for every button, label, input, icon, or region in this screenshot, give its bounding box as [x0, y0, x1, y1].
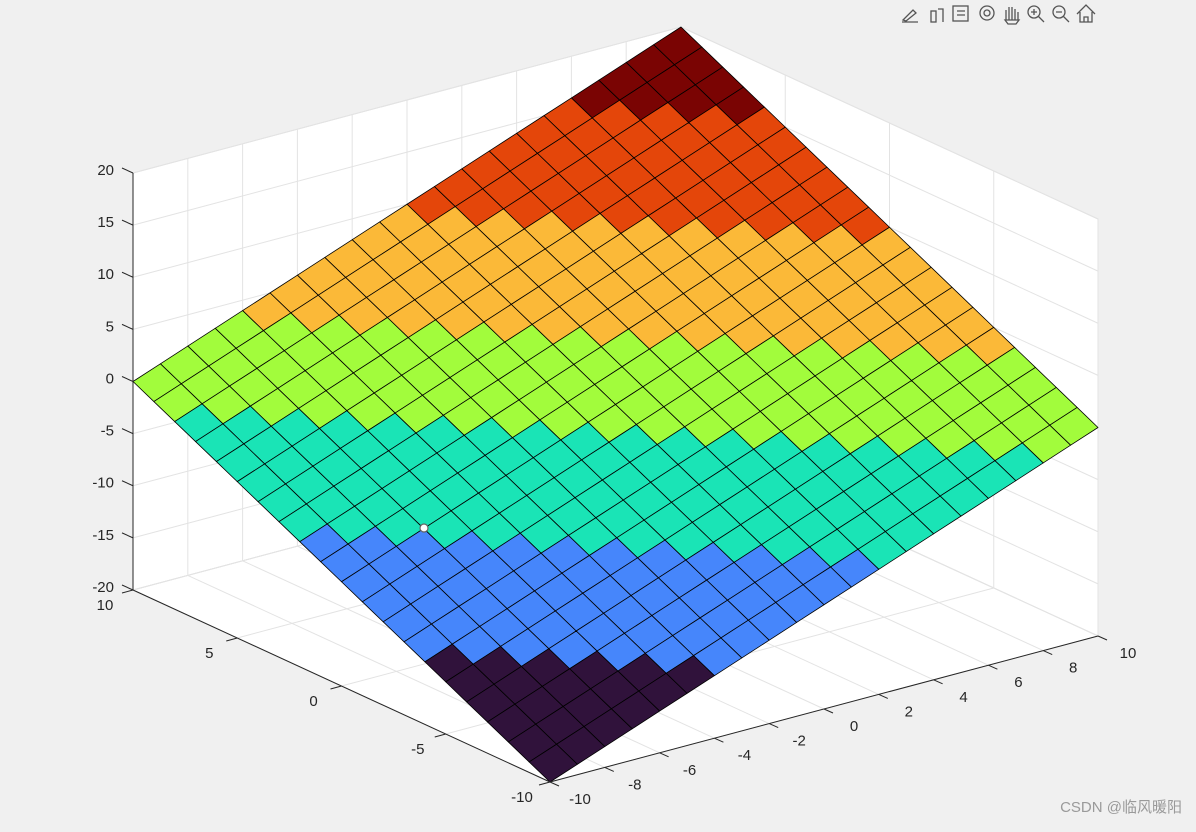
x-tick-label: 6: [1014, 674, 1022, 691]
y-tick-mark: [330, 685, 342, 690]
z-tick-label: 0: [106, 370, 114, 387]
z-tick-label: -5: [101, 423, 114, 440]
grid-line: [680, 26, 1099, 220]
x-tick-mark: [604, 766, 615, 772]
watermark: CSDN @临风暖阳: [1060, 799, 1182, 816]
x-tick-mark: [549, 781, 560, 787]
y-tick-label: 5: [205, 645, 213, 662]
x-tick-label: 2: [905, 703, 913, 720]
z-tick-mark: [121, 480, 134, 487]
restore-view[interactable]: [1076, 4, 1096, 23]
x-tick-mark: [933, 679, 943, 685]
z-tick-label: 20: [97, 162, 114, 179]
pan[interactable]: [1003, 7, 1021, 25]
y-tick-label: 10: [97, 597, 114, 614]
x-tick-label: 8: [1069, 660, 1077, 677]
y-tick-mark: [226, 637, 238, 642]
toolbar: [901, 4, 1096, 25]
z-tick-mark: [121, 532, 134, 539]
x-tick-label: -4: [738, 747, 751, 764]
x-tick-mark: [1097, 635, 1108, 641]
x-tick-mark: [1042, 650, 1053, 656]
z-tick-mark: [121, 376, 134, 382]
z-tick-label: -10: [92, 475, 114, 492]
z-tick-mark: [121, 271, 134, 278]
z-tick-label: 15: [97, 214, 114, 231]
axes: -10-8-6-4-20246810-10-50510-20-15-10-505…: [92, 162, 1136, 808]
z-tick-mark: [121, 219, 134, 226]
z-tick-mark: [121, 323, 134, 330]
z-tick-label: 10: [97, 266, 114, 283]
zoom-out[interactable]: [1052, 5, 1070, 23]
x-tick-label: -6: [683, 762, 696, 779]
z-tick-label: -15: [92, 527, 114, 544]
surface-face: [528, 743, 578, 783]
x-tick-mark: [988, 664, 998, 670]
x-tick-label: -10: [569, 791, 591, 808]
grid-line: [132, 26, 682, 174]
x-tick-mark: [878, 693, 889, 699]
z-tick-label: -20: [92, 579, 114, 596]
y-tick-label: 0: [309, 693, 317, 710]
x-tick-label: -8: [628, 776, 641, 793]
x-tick-label: 4: [959, 689, 967, 706]
x-tick-mark: [768, 723, 779, 729]
x-tick-mark: [714, 737, 724, 743]
brush-tool[interactable]: [901, 9, 918, 23]
surface: [132, 26, 1099, 783]
x-tick-label: 10: [1120, 645, 1137, 662]
x-tick-mark: [659, 752, 669, 758]
y-tick-label: -5: [411, 741, 424, 758]
y-tick-mark: [121, 589, 134, 594]
y-tick-label: -10: [511, 789, 533, 806]
z-tick-mark: [121, 167, 134, 174]
y-tick-mark: [434, 733, 446, 738]
y-tick-mark: [538, 781, 551, 786]
insert-legend[interactable]: [952, 5, 969, 22]
z-tick-label: 5: [106, 318, 114, 335]
x-tick-label: 0: [850, 718, 858, 735]
zoom-in[interactable]: [1027, 5, 1045, 23]
x-tick-label: -2: [793, 733, 806, 750]
z-tick-mark: [121, 584, 134, 591]
data-tip-marker: [419, 523, 429, 533]
rotate-3d[interactable]: [979, 5, 995, 21]
insert-colorbar[interactable]: [930, 8, 944, 23]
x-tick-mark: [823, 708, 834, 714]
z-tick-mark: [121, 428, 134, 435]
